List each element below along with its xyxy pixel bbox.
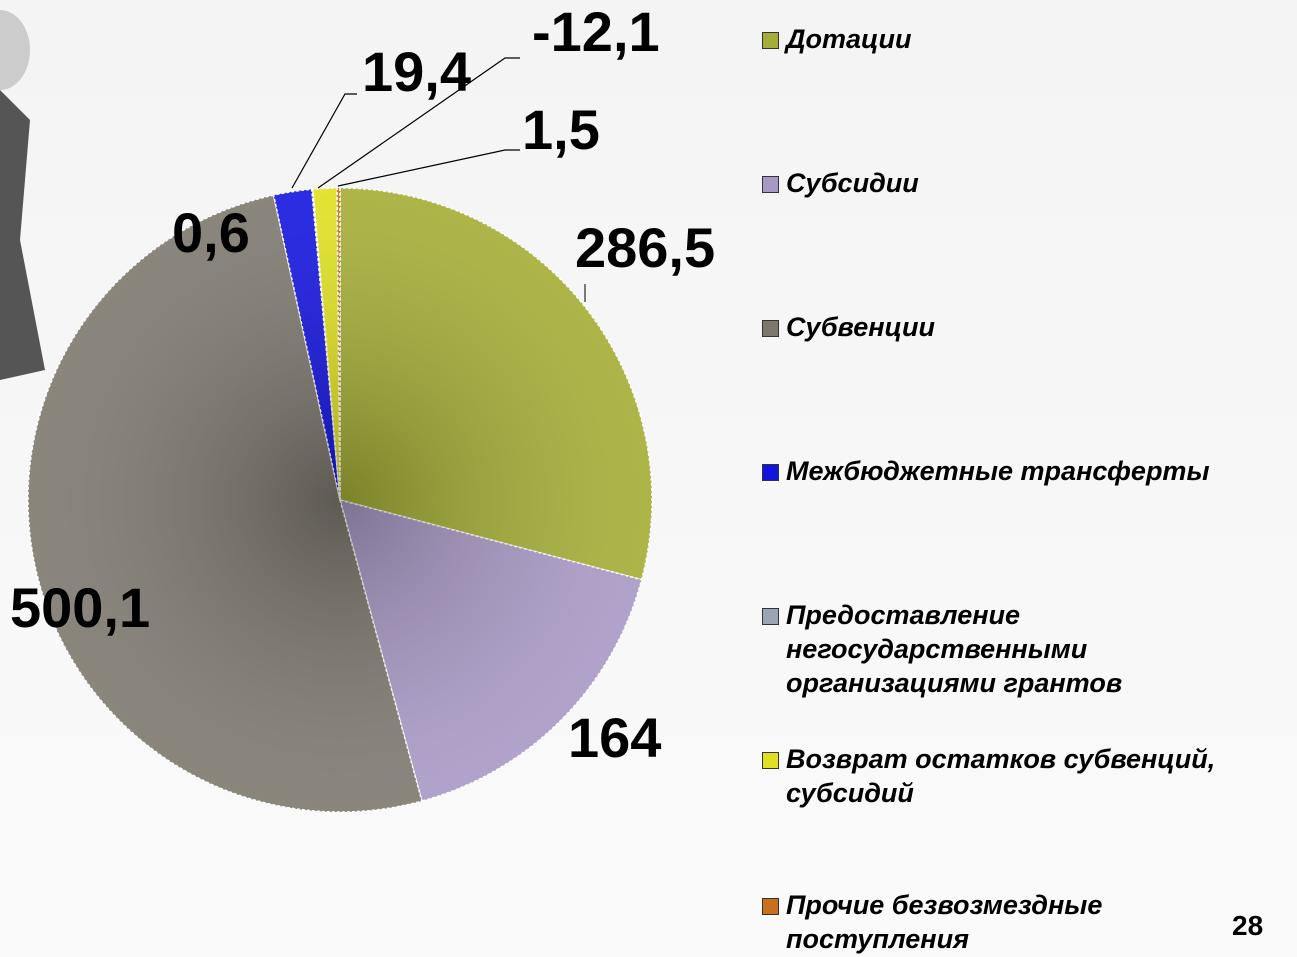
legend-swatch — [762, 898, 779, 915]
legend-swatch — [762, 464, 779, 481]
legend-item: Субвенции — [762, 310, 1292, 344]
data-label: 286,5 — [575, 216, 715, 279]
legend-item: Субсидии — [762, 166, 1292, 200]
legend-item: Межбюджетные трансферты — [762, 454, 1292, 488]
legend-label: Субсидии — [786, 166, 1292, 200]
legend-swatch — [762, 320, 779, 337]
legend-swatch — [762, 608, 779, 625]
leader-line — [292, 94, 357, 188]
legend-label: Дотации — [786, 22, 1292, 56]
data-label: -12,1 — [532, 0, 660, 63]
legend-label: Субвенции — [786, 310, 1292, 344]
legend-label: Межбюджетные трансферты — [786, 454, 1292, 488]
legend-swatch — [762, 752, 779, 769]
legend-item: Возврат остатков субвенций, субсидий — [762, 742, 1292, 810]
figure — [0, 10, 45, 380]
data-label: 164 — [568, 706, 661, 769]
legend-item: Предоставление негосударственными органи… — [762, 598, 1292, 700]
legend-label: Предоставление негосударственными органи… — [786, 598, 1126, 700]
data-label: 19,4 — [362, 40, 471, 103]
legend-label: Прочие безвозмездные поступления — [786, 888, 1166, 956]
data-label: 1,5 — [522, 98, 600, 161]
legend-swatch — [762, 32, 779, 49]
data-label: 500,1 — [10, 576, 150, 639]
page-number: 28 — [1232, 910, 1263, 942]
legend-item: Прочие безвозмездные поступления — [762, 888, 1292, 956]
slide: 286,5 164 500,1 19,4 0,6 -12,1 1,5 Дотации Субс… — [0, 0, 1297, 957]
data-label: 0,6 — [172, 201, 250, 264]
legend-item: Дотации — [762, 22, 1292, 56]
legend-swatch — [762, 176, 779, 193]
legend-label: Возврат остатков субвенций, субсидий — [786, 742, 1292, 810]
